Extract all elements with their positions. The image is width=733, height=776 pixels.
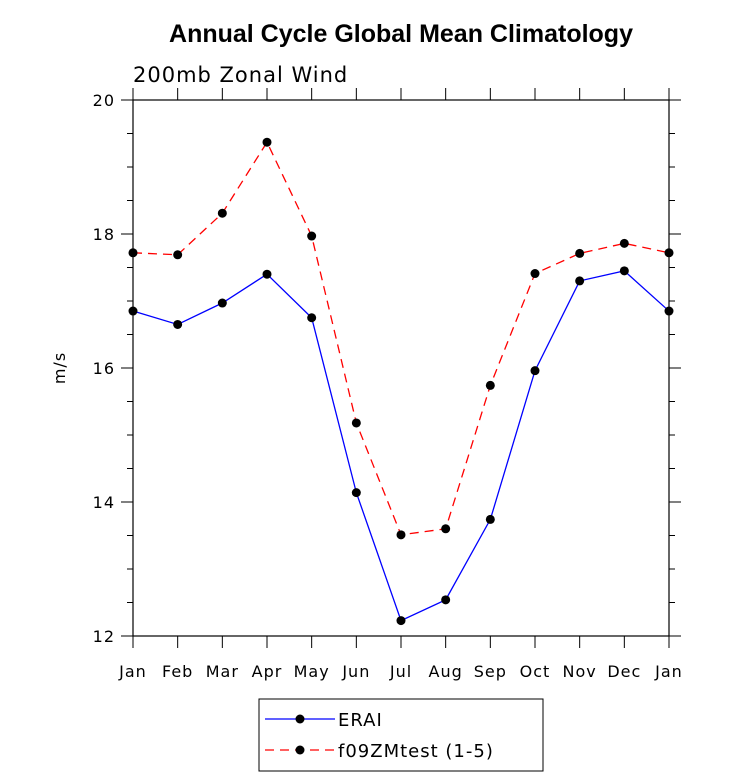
data-point-f09zmtest-1-5: [217, 208, 227, 218]
x-tick-label: Sep: [474, 662, 507, 681]
x-tick-label: Mar: [206, 662, 239, 681]
data-point-erai: [262, 269, 272, 279]
y-tick-label: 18: [93, 225, 115, 244]
y-tick-label: 20: [93, 91, 115, 110]
x-tick-label: Jul: [389, 662, 412, 681]
data-point-erai: [217, 298, 227, 308]
data-point-f09zmtest-1-5: [619, 238, 629, 248]
legend-box: [258, 698, 544, 772]
data-point-f09zmtest-1-5: [664, 248, 674, 258]
y-tick-label: 16: [93, 359, 115, 378]
axes: 12 14 16 18 20 Jan Feb Mar Apr May Jun Jul Aug Sep Oct…: [93, 88, 683, 681]
chart-title: Annual Cycle Global Mean Climatology: [169, 20, 633, 48]
x-tick-label: Nov: [563, 662, 597, 681]
x-tick-label: Jun: [341, 662, 370, 681]
legend-label-f09zmtest: f09ZMtest (1-5): [338, 741, 494, 762]
data-point-f09zmtest-1-5: [396, 530, 406, 540]
legend: ERAI f09ZMtest (1-5): [258, 698, 544, 772]
data-point-f09zmtest-1-5: [485, 380, 495, 390]
legend-marker-f09zmtest: [295, 745, 305, 755]
data-point-erai: [664, 306, 674, 316]
series-layer: [128, 137, 674, 626]
data-point-f09zmtest-1-5: [128, 248, 138, 258]
data-point-erai: [128, 306, 138, 316]
y-tick-label: 14: [93, 493, 115, 512]
y-axis-label: m/s: [50, 352, 69, 384]
y-tick-label: 12: [93, 627, 115, 646]
data-point-erai: [441, 595, 451, 605]
x-tick-label: Jan: [118, 662, 147, 681]
x-tick-label: Apr: [252, 662, 283, 681]
x-tick-label: Dec: [607, 662, 641, 681]
x-tick-label: May: [294, 662, 330, 681]
data-point-erai: [619, 266, 629, 276]
data-point-erai: [307, 313, 317, 323]
data-point-f09zmtest-1-5: [351, 418, 361, 428]
x-tick-label: Feb: [162, 662, 193, 681]
x-tick-label: Oct: [520, 662, 551, 681]
data-point-f09zmtest-1-5: [530, 269, 540, 279]
series-line-f09zmtest-1-5: [132, 140, 670, 536]
data-point-f09zmtest-1-5: [575, 248, 585, 258]
data-point-erai: [173, 319, 183, 329]
series-line-erai: [132, 270, 670, 622]
data-point-erai: [396, 616, 406, 626]
data-point-f09zmtest-1-5: [262, 137, 272, 147]
x-tick-label: Aug: [429, 662, 463, 681]
legend-label-erai: ERAI: [338, 710, 383, 731]
data-point-erai: [351, 488, 361, 498]
x-tick-label: Jan: [654, 662, 683, 681]
data-point-f09zmtest-1-5: [173, 250, 183, 260]
data-point-f09zmtest-1-5: [441, 524, 451, 534]
data-point-erai: [530, 366, 540, 376]
data-point-erai: [575, 276, 585, 286]
data-point-f09zmtest-1-5: [307, 231, 317, 241]
legend-marker-erai: [295, 714, 305, 724]
chart-subtitle: 200mb Zonal Wind: [133, 63, 348, 87]
plot-frame: [132, 99, 670, 637]
data-point-erai: [485, 514, 495, 524]
